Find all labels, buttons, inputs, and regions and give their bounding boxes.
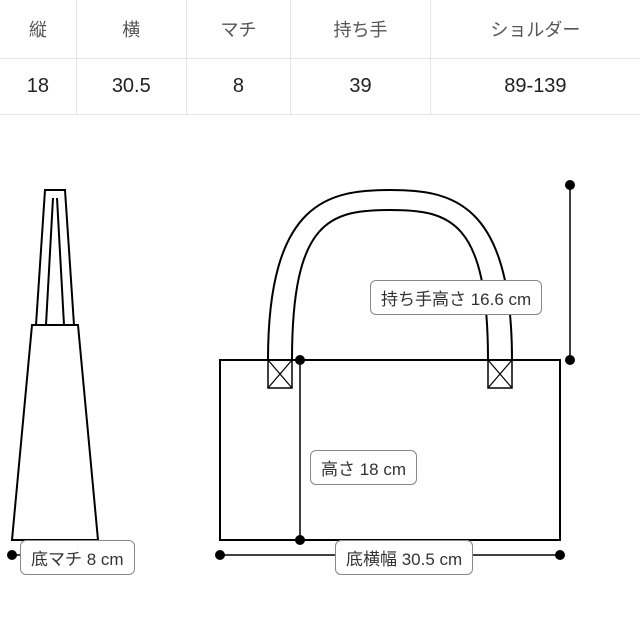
label-height: 高さ 18 cm [310, 450, 417, 485]
bag-diagram: 持ち手高さ 16.6 cm 高さ 18 cm 底マチ 8 cm 底横幅 30.5… [0, 135, 640, 615]
label-gusset: 底マチ 8 cm [20, 540, 135, 575]
table-cell: 30.5 [76, 59, 186, 115]
size-table: 縦横マチ持ち手ショルダー 1830.583989-139 [0, 0, 640, 115]
table-header: マチ [186, 0, 290, 59]
table-header: ショルダー [430, 0, 640, 59]
label-handle-height: 持ち手高さ 16.6 cm [370, 280, 542, 315]
table-header: 持ち手 [291, 0, 431, 59]
table-cell: 89-139 [430, 59, 640, 115]
table-header: 縦 [0, 0, 76, 59]
table-cell: 8 [186, 59, 290, 115]
label-width: 底横幅 30.5 cm [335, 540, 473, 575]
table-cell: 39 [291, 59, 431, 115]
table-header: 横 [76, 0, 186, 59]
table-cell: 18 [0, 59, 76, 115]
